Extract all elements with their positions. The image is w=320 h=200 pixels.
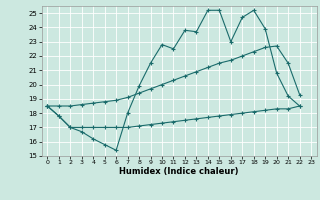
X-axis label: Humidex (Indice chaleur): Humidex (Indice chaleur): [119, 167, 239, 176]
